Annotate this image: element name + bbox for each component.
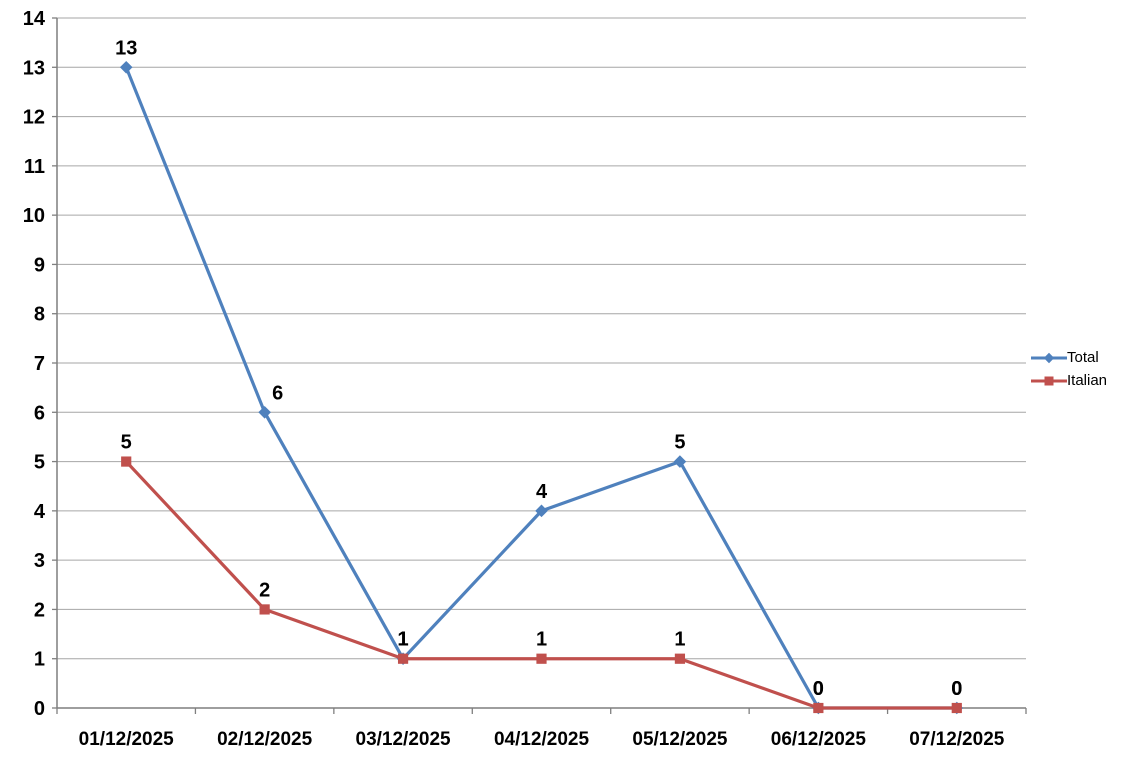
y-axis-label: 10 bbox=[23, 205, 45, 227]
x-axis-label: 04/12/2025 bbox=[494, 729, 590, 750]
data-label-italian: 1 bbox=[536, 629, 547, 651]
data-point-marker-italian bbox=[536, 653, 547, 664]
italian-series-marker-icon bbox=[1031, 376, 1067, 386]
y-axis-label: 13 bbox=[23, 57, 45, 79]
data-label-total: 0 bbox=[951, 678, 962, 700]
data-label-total: 13 bbox=[115, 37, 137, 59]
y-axis-label: 5 bbox=[34, 452, 45, 474]
data-label-total: 6 bbox=[272, 382, 283, 404]
series-line-total bbox=[124, 65, 959, 710]
y-axis-label: 3 bbox=[34, 550, 45, 572]
total-series-marker-icon bbox=[1031, 352, 1067, 364]
y-axis-label: 14 bbox=[23, 8, 46, 30]
data-point-marker-total bbox=[535, 504, 548, 518]
data-point-marker-italian bbox=[121, 456, 132, 467]
data-label-total: 1 bbox=[398, 629, 409, 651]
data-point-marker-italian bbox=[397, 653, 409, 664]
legend: Total Italian bbox=[1031, 349, 1108, 389]
data-label-total: 4 bbox=[536, 481, 548, 503]
data-label-italian: 5 bbox=[121, 432, 132, 454]
x-axis-label: 05/12/2025 bbox=[632, 729, 728, 750]
data-point-marker-italian bbox=[951, 702, 962, 714]
x-axis-label: 07/12/2025 bbox=[909, 729, 1005, 750]
y-axis-label: 1 bbox=[34, 649, 45, 671]
y-axis-label: 12 bbox=[23, 107, 45, 129]
y-axis-label: 4 bbox=[34, 501, 46, 523]
data-label-italian: 0 bbox=[951, 678, 962, 700]
data-label-total: 0 bbox=[813, 678, 824, 700]
y-axis-label: 11 bbox=[24, 156, 45, 178]
data-point-marker-total bbox=[119, 60, 133, 74]
data-label-italian: 1 bbox=[398, 629, 409, 651]
data-label-italian: 2 bbox=[259, 579, 270, 601]
legend-item-total: Total bbox=[1031, 349, 1107, 366]
y-axis-label: 0 bbox=[34, 698, 45, 720]
data-point-marker-italian bbox=[674, 653, 686, 664]
data-label-italian: 0 bbox=[813, 678, 824, 700]
y-axis-label: 7 bbox=[34, 353, 45, 375]
y-axis-label: 9 bbox=[34, 254, 45, 276]
y-axis-label: 2 bbox=[34, 599, 45, 621]
x-axis-label: 06/12/2025 bbox=[771, 729, 867, 750]
data-point-marker-total bbox=[258, 405, 271, 419]
data-label-total: 5 bbox=[674, 432, 685, 454]
legend-label: Total bbox=[1067, 349, 1099, 366]
y-axis-label: 6 bbox=[34, 402, 45, 424]
legend-label: Italian bbox=[1067, 372, 1108, 389]
y-axis-label: 8 bbox=[34, 304, 45, 326]
legend-item-italian: Italian bbox=[1031, 372, 1108, 389]
data-point-marker-italian bbox=[259, 604, 270, 615]
x-axis-label: 02/12/2025 bbox=[217, 729, 313, 750]
x-axis-label: 01/12/2025 bbox=[79, 729, 175, 750]
data-label-italian: 1 bbox=[674, 629, 685, 651]
data-point-marker-total bbox=[673, 455, 687, 468]
x-axis-label: 03/12/2025 bbox=[356, 729, 452, 750]
data-point-marker-italian bbox=[813, 702, 824, 714]
